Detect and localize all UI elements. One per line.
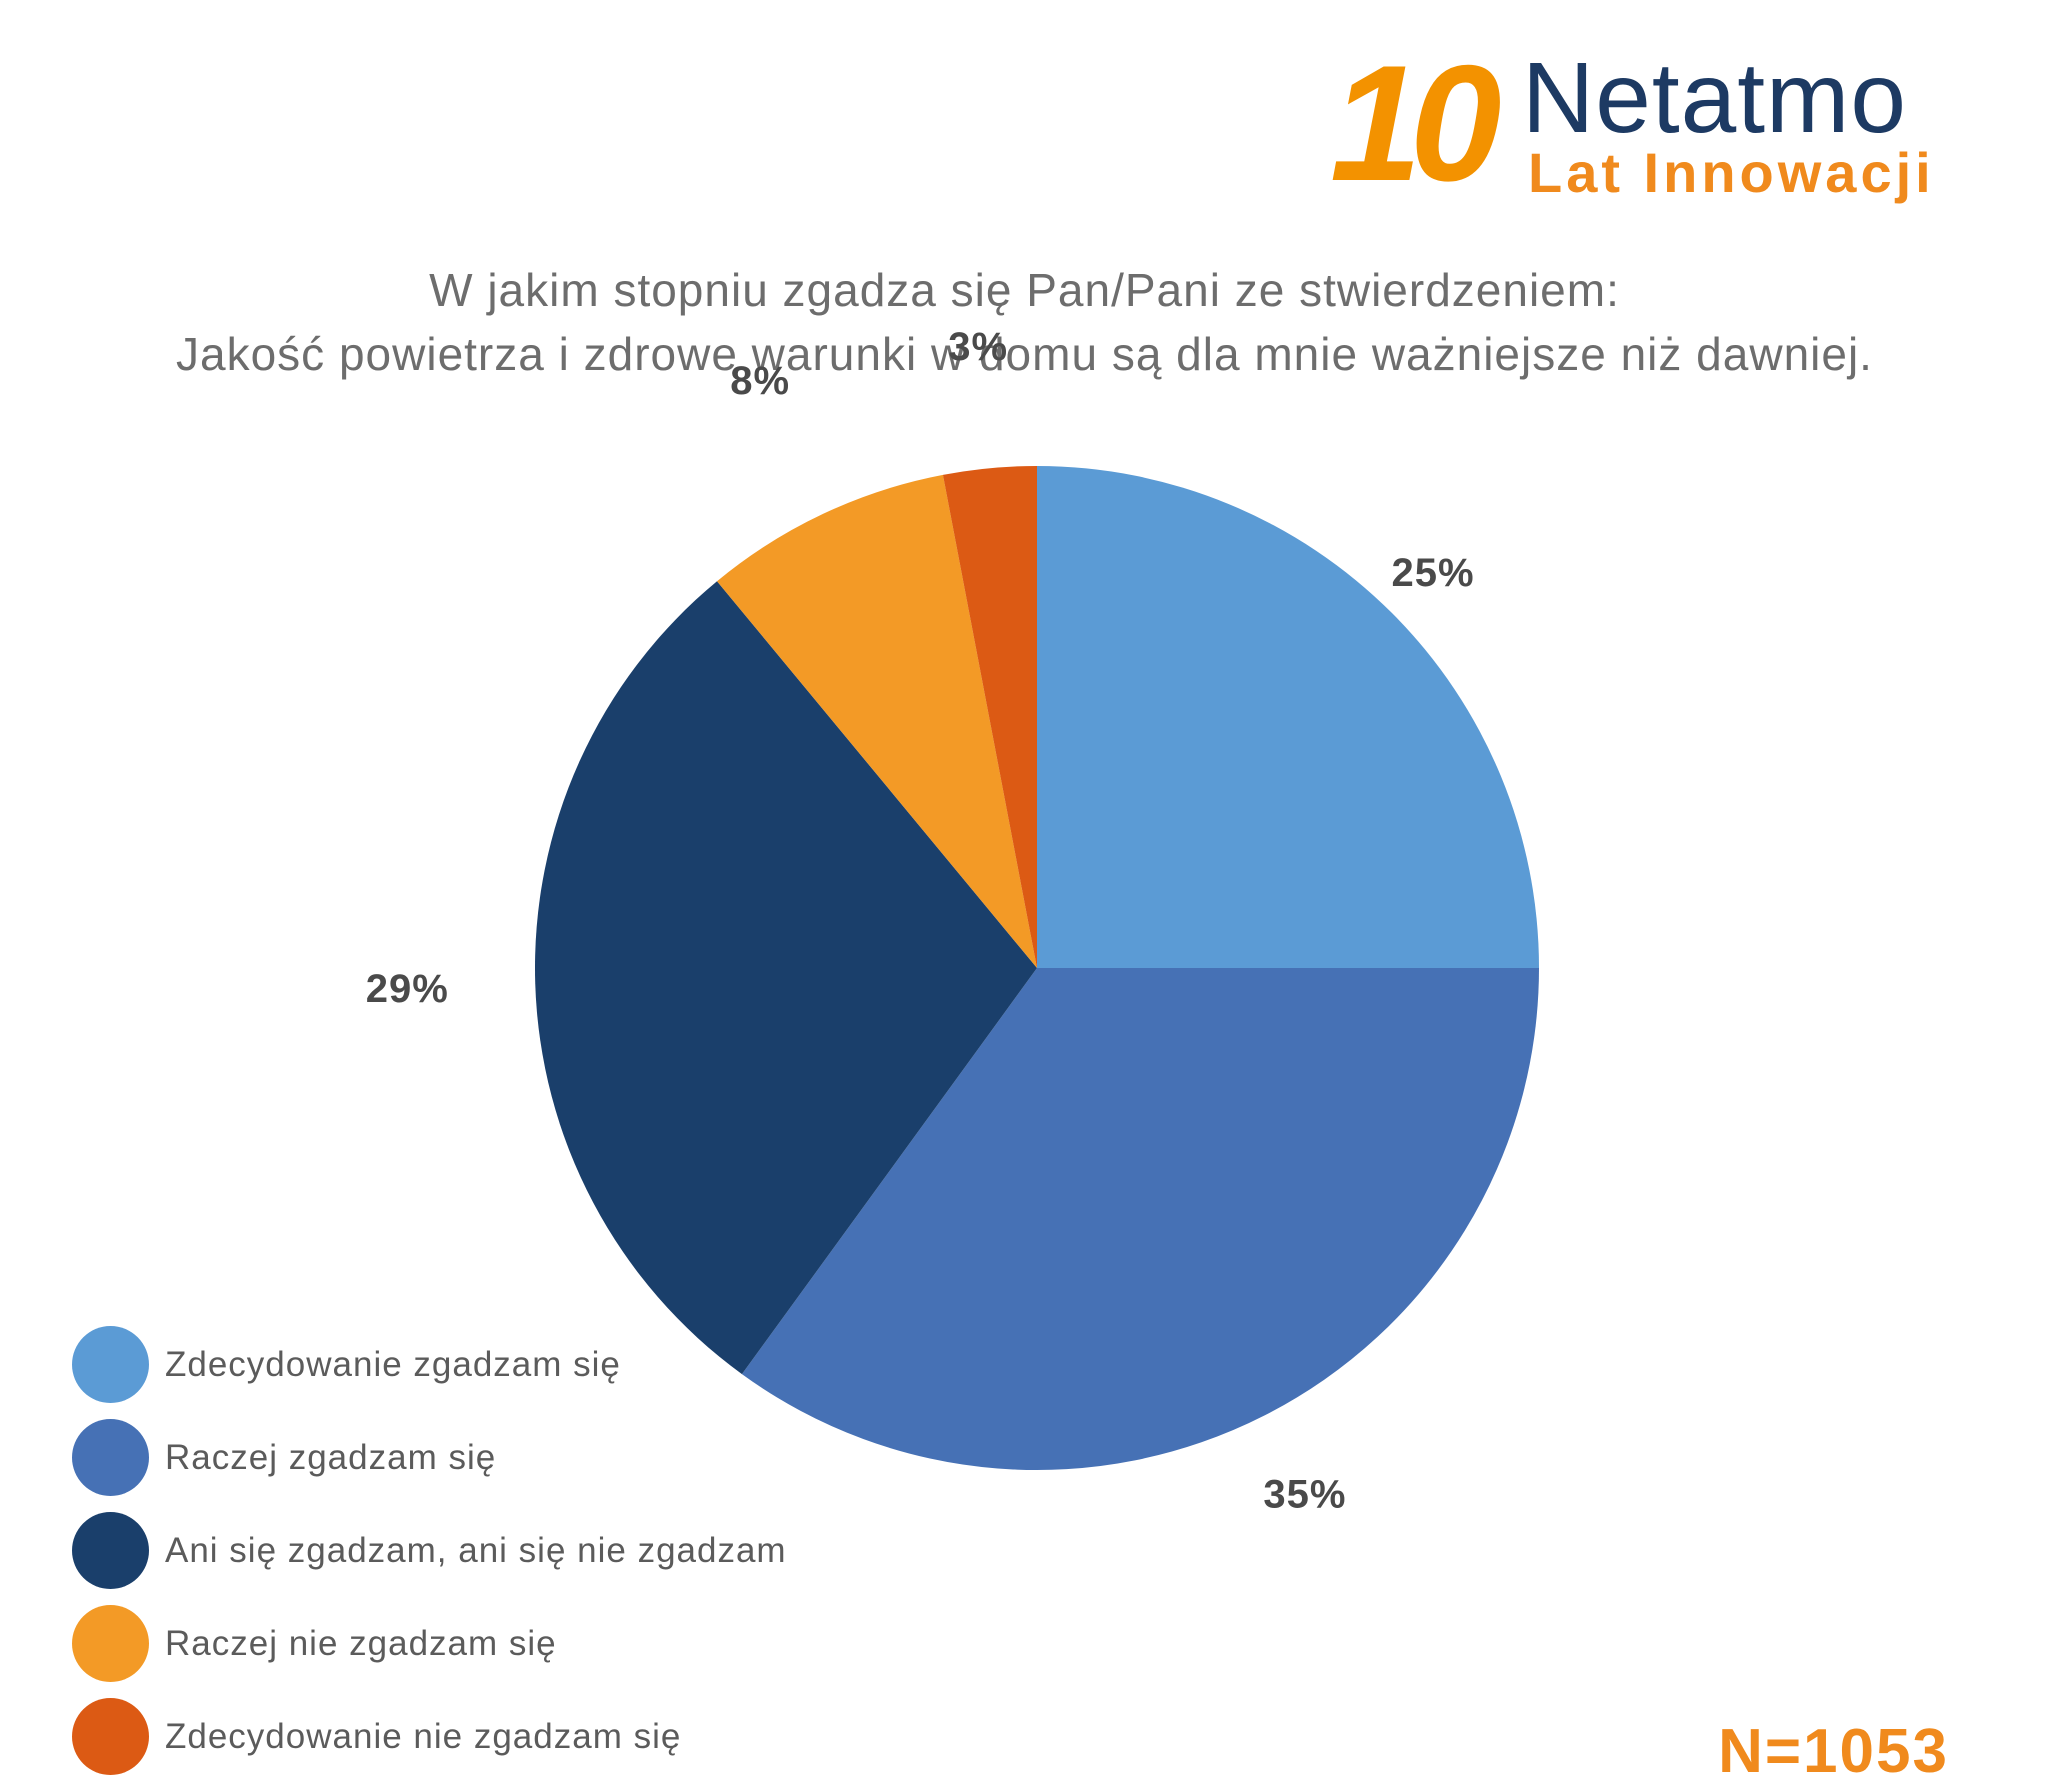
pie-slice — [534, 581, 1037, 1375]
pie-slice — [942, 466, 1037, 968]
legend-swatch — [72, 1512, 149, 1589]
legend-label: Zdecydowanie zgadzam się — [165, 1344, 621, 1384]
legend-item: Zdecydowanie nie zgadzam się — [72, 1690, 787, 1783]
legend-swatch — [72, 1605, 149, 1682]
legend-swatch — [72, 1419, 149, 1496]
pie-slice — [741, 968, 1539, 1471]
pie-slices — [534, 466, 1539, 1471]
pie-slice — [717, 474, 1037, 968]
pie-slice — [1037, 466, 1539, 968]
chart-title: W jakim stopniu zgadza się Pan/Pani ze s… — [0, 258, 2049, 386]
logo-tagline: Lat Innowacji — [1528, 141, 1935, 204]
slice-label: 25% — [1391, 551, 1474, 595]
legend-swatch — [72, 1698, 149, 1775]
legend: Zdecydowanie zgadzam się Raczej zgadzam … — [72, 1318, 787, 1783]
legend-item: Ani się zgadzam, ani się nie zgadzam — [72, 1504, 787, 1597]
logo-number: 10 — [1330, 31, 1501, 215]
legend-label: Raczej zgadzam się — [165, 1437, 497, 1477]
chart-title-line-2: Jakość powietrza i zdrowe warunki w domu… — [176, 328, 1873, 380]
logo-svg: 10 Netatmo Lat Innowacji — [1330, 31, 1935, 215]
legend-swatch — [72, 1326, 149, 1403]
chart-title-line-1: W jakim stopniu zgadza się Pan/Pani ze s… — [429, 264, 1620, 316]
legend-label: Ani się zgadzam, ani się nie zgadzam — [165, 1530, 787, 1570]
legend-item: Zdecydowanie zgadzam się — [72, 1318, 787, 1411]
legend-label: Raczej nie zgadzam się — [165, 1623, 557, 1663]
slice-label: 8% — [730, 359, 790, 403]
slice-label: 3% — [948, 325, 1008, 369]
netatmo-logo: 10 Netatmo Lat Innowacji — [1330, 31, 1970, 215]
logo-brand: Netatmo — [1522, 42, 1907, 154]
legend-item: Raczej nie zgadzam się — [72, 1597, 787, 1690]
slice-label: 35% — [1263, 1473, 1346, 1517]
sample-size: N=1053 — [1718, 1717, 1949, 1786]
slice-label: 29% — [366, 967, 449, 1011]
pie-labels: 25% 35% 29% 8% 3% — [366, 325, 1474, 1517]
legend-label: Zdecydowanie nie zgadzam się — [165, 1716, 682, 1756]
legend-item: Raczej zgadzam się — [72, 1411, 787, 1504]
